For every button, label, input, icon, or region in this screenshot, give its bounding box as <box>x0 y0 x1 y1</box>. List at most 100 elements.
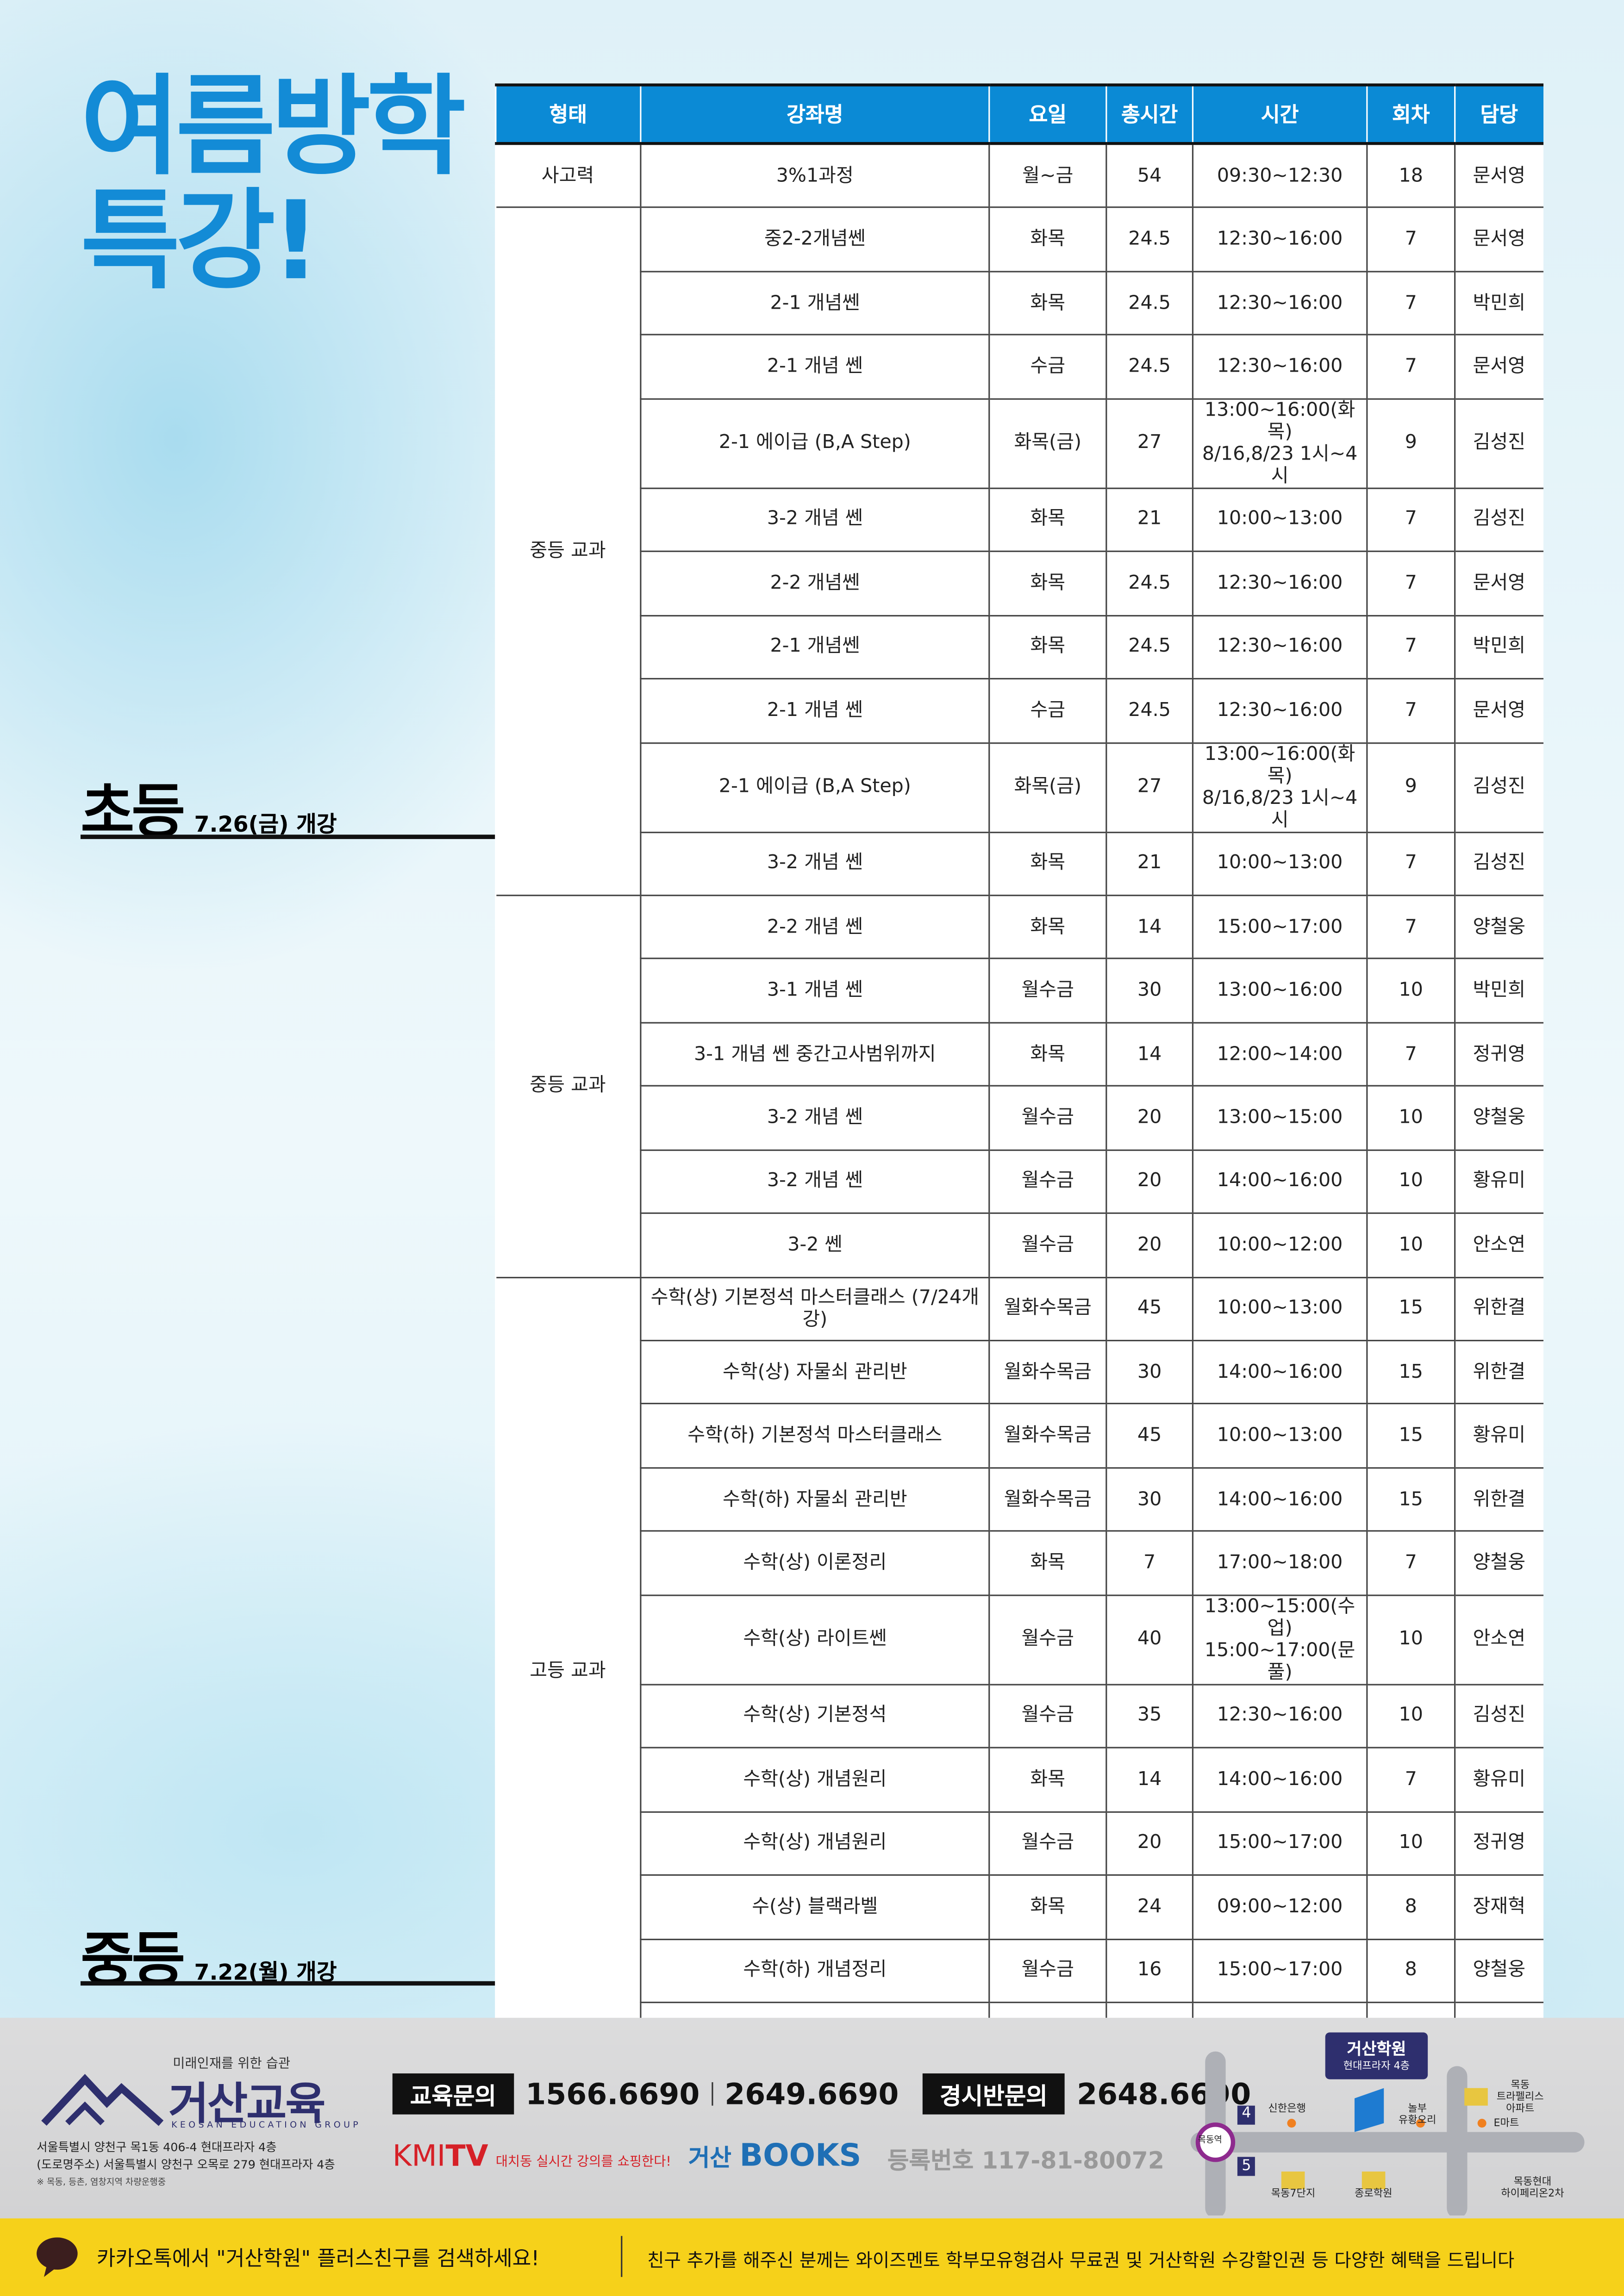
table-cell: 9 <box>1366 742 1455 833</box>
map-academy: 거산학원 <box>1347 2040 1406 2059</box>
table-cell: 27 <box>1106 398 1193 489</box>
table-row: 3-1 개념 쎈 월수금 30 13:00~16:00 10 박민희 <box>496 958 1543 1023</box>
table-cell: 14 <box>1106 1748 1193 1812</box>
table-cell: 화목 <box>988 832 1106 896</box>
table-cell: 24.5 <box>1106 335 1193 399</box>
address: 서울특별시 양천구 목1동 406-4 현대프라자 4층 <box>37 2140 277 2154</box>
brand: 거산교육 <box>168 2079 326 2131</box>
table-cell: 7 <box>1366 832 1455 896</box>
table-cell: 13:00~15:00 <box>1192 1086 1367 1151</box>
type-cell: 고등 교과 <box>495 1277 641 2067</box>
table-cell: 2-2 개념 쎈 <box>640 895 989 960</box>
table-cell: 12:30~16:00 <box>1192 208 1367 273</box>
map-label: E마트 <box>1493 2117 1519 2129</box>
table-cell: 21 <box>1106 832 1193 896</box>
table-cell: 양철웅 <box>1454 1939 1543 2004</box>
table-cell: 문서영 <box>1454 335 1543 399</box>
table-row: 중등 교과 중2-2개념쎈 화목 24.5 12:30~16:00 7 문서영 <box>495 208 1543 896</box>
table-row: 수학(상) 기본정석 월수금 35 12:30~16:00 10 김성진 <box>496 1684 1543 1749</box>
table-cell: 7 <box>1366 1022 1455 1087</box>
table-row: 수학(상) 개념원리 월수금 20 15:00~17:00 10 정귀영 <box>496 1811 1543 1876</box>
logo-mark <box>41 2074 164 2126</box>
table-cell: 7 <box>1366 271 1455 336</box>
table-cell: 월화수목금 <box>988 1340 1106 1405</box>
table-row: 2-1 개념쎈 화목 24.5 12:30~16:00 7 박민희 <box>496 615 1543 680</box>
table-cell: 월수금 <box>988 1086 1106 1151</box>
table-row: 수학(상) 자물쇠 관리반 월화수목금 30 14:00~16:00 15 위한결 <box>496 1340 1543 1405</box>
table-row: 2-1 에이급 (B,A Step) 화목(금) 27 13:00~16:00(화목)… <box>496 398 1543 489</box>
table-row: 2-1 개념쎈 화목 24.5 12:30~16:00 7 박민희 <box>496 271 1543 336</box>
table-cell: 14:00~16:00 <box>1192 1340 1367 1405</box>
table-cell: 30 <box>1106 1468 1193 1532</box>
table-cell: 10 <box>1366 958 1455 1023</box>
table-cell: 45 <box>1106 1277 1193 1342</box>
table-cell: 수학(상) 라이트쎈 <box>640 1595 989 1685</box>
table-row: 수학(하) 기본정석 마스터클래스 월화수목금 45 10:00~13:00 15 황유미 <box>496 1404 1543 1469</box>
table-cell: 7 <box>1366 335 1455 399</box>
table-cell: 21 <box>1106 488 1193 553</box>
table-cell: 09:30~12:30 <box>1192 143 1367 209</box>
table-row: 3-2 개념 쎈 화목 21 10:00~13:00 7 김성진 <box>496 832 1543 896</box>
map-label: 목동7단지 <box>1271 2187 1316 2200</box>
table-row: 수학(하) 개념정리 월수금 16 15:00~17:00 8 양철웅 <box>496 1939 1543 2004</box>
map <box>1190 2032 1585 2215</box>
table-cell: 화목(금) <box>988 398 1106 489</box>
table-row: 3-2 개념 쎈 월수금 20 14:00~16:00 10 황유미 <box>496 1150 1543 1214</box>
table-cell: 14:00~16:00 <box>1192 1468 1367 1532</box>
table-cell: 월~금 <box>988 143 1106 209</box>
table-cell: 양철웅 <box>1454 1531 1543 1596</box>
table-cell: 황유미 <box>1454 1404 1543 1469</box>
type-cell: 중등 교과 <box>495 208 641 896</box>
table-row: 수(상) 블랙라벨 화목 24 09:00~12:00 8 장재혁 <box>496 1875 1543 1940</box>
table-cell: 7 <box>1366 1531 1455 1596</box>
table-cell: 27 <box>1106 742 1193 833</box>
table-cell: 40 <box>1106 1595 1193 1685</box>
phone: 2649.6690 <box>725 2076 899 2112</box>
table-cell: 20 <box>1106 1811 1193 1876</box>
footer: 미래인재를 위한 습관 거산교육 KEOSAN EDUCATION GROUP … <box>0 2017 1624 2219</box>
table-cell: 15 <box>1366 1340 1455 1405</box>
table-cell: 7 <box>1366 208 1455 273</box>
contact-label: 교육문의 <box>392 2073 514 2115</box>
table-row: 사고력 3%1과정 월~금 54 09:30~12:30 18 문서영 <box>495 143 1543 209</box>
banner: 카카오톡에서 "거산학원" 플러스친구를 검색하세요! 친구 추가를 해주신 분… <box>0 2218 1624 2296</box>
divider <box>711 2082 713 2106</box>
table-cell: 김성진 <box>1454 742 1543 833</box>
table-cell: 장재혁 <box>1454 1875 1543 1940</box>
table-cell: 2-1 개념 쎈 <box>640 678 989 743</box>
table-cell: 화목 <box>988 1875 1106 1940</box>
table-row: 2-1 에이급 (B,A Step) 화목(금) 27 13:00~16:00(화목)… <box>496 742 1543 833</box>
table-cell: 14:00~16:00 <box>1192 1748 1367 1812</box>
table-cell: 10 <box>1366 1684 1455 1749</box>
type-cell: 중등 교과 <box>495 895 641 1278</box>
table-cell: 14 <box>1106 1022 1193 1087</box>
table-cell: 9 <box>1366 398 1455 489</box>
table-cell: 12:30~16:00 <box>1192 551 1367 616</box>
table-cell: 화목 <box>988 615 1106 680</box>
table-cell: 월수금 <box>988 958 1106 1023</box>
table-cell: 30 <box>1106 1340 1193 1405</box>
column-header: 강좌명 <box>640 83 989 145</box>
table-cell: 위한결 <box>1454 1340 1543 1405</box>
kmi-tv: KMITV 대치동 실시간 강의를 쇼핑한다! <box>393 2138 671 2173</box>
table-cell: 화목 <box>988 1748 1106 1812</box>
slogan: 미래인재를 위한 습관 <box>173 2057 291 2072</box>
table-row: 2-1 개념 쎈 수금 24.5 12:30~16:00 7 문서영 <box>496 335 1543 399</box>
table-cell: 화목 <box>988 1022 1106 1087</box>
table-cell: 월수금 <box>988 1213 1106 1278</box>
table-cell: 12:00~14:00 <box>1192 1022 1367 1087</box>
table-cell: 김성진 <box>1454 832 1543 896</box>
table-cell: 박민희 <box>1454 958 1543 1023</box>
table-cell: 15 <box>1366 1277 1455 1342</box>
table-cell: 3-2 쎈 <box>640 1213 989 1278</box>
table-cell: 10 <box>1366 1150 1455 1214</box>
table-cell: 10:00~12:00 <box>1192 1213 1367 1278</box>
table-cell: 10:00~13:00 <box>1192 832 1367 896</box>
table-cell: 3-2 개념 쎈 <box>640 832 989 896</box>
table-cell: 위한결 <box>1454 1277 1543 1342</box>
table-cell: 12:30~16:00 <box>1192 678 1367 743</box>
column-header: 시간 <box>1192 83 1367 145</box>
table-cell: 24.5 <box>1106 208 1193 273</box>
table-cell: 월수금 <box>988 1811 1106 1876</box>
